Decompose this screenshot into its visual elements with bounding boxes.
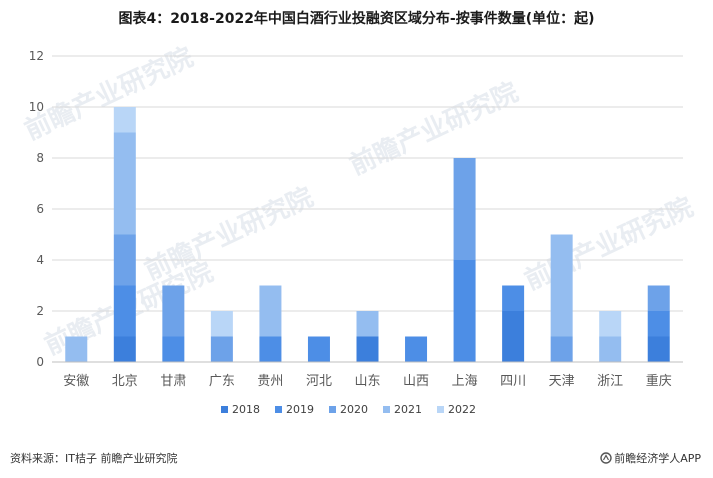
watermark-text: 前瞻产业研究院 — [20, 41, 198, 146]
bar-segment-2019 — [502, 285, 525, 311]
watermark-text: 前瞻产业研究院 — [520, 191, 698, 296]
legend-swatch — [383, 406, 390, 413]
bar-segment-2021 — [356, 311, 379, 337]
bar-segment-2021 — [65, 336, 88, 362]
bar-segment-2019 — [307, 336, 330, 362]
bars — [65, 107, 670, 362]
bar-segment-2022 — [210, 311, 233, 337]
bar-segment-2020 — [210, 336, 233, 362]
footer-brand: 前瞻经济学人APP — [600, 450, 701, 466]
x-tick-label: 重庆 — [646, 373, 672, 389]
footer-brand-text: 前瞻经济学人APP — [614, 452, 701, 465]
bar-segment-2019 — [453, 260, 476, 362]
x-tick-label: 甘肃 — [160, 374, 186, 389]
bar-segment-2020 — [550, 336, 573, 362]
gridlines — [52, 55, 683, 312]
watermark-text: 前瞻产业研究院 — [140, 181, 318, 286]
x-tick-label: 贵州 — [257, 374, 283, 389]
y-tick-label: 8 — [36, 151, 44, 165]
bar-segment-2019 — [113, 285, 136, 337]
y-axis: 0 2 4 6 8 10 12 — [29, 49, 44, 369]
bar-segment-2022 — [599, 311, 622, 337]
y-tick-label: 6 — [36, 202, 44, 216]
x-tick-label: 山东 — [354, 374, 380, 389]
legend-label: 2019 — [286, 403, 314, 416]
legend-swatch — [275, 406, 282, 413]
legend-swatch — [437, 406, 444, 413]
y-tick-label: 12 — [29, 49, 44, 63]
bar-segment-2018 — [113, 336, 136, 362]
bar-segment-2019 — [259, 336, 282, 362]
bar-segment-2018 — [647, 336, 670, 362]
legend-label: 2020 — [340, 403, 368, 416]
bar-segment-2019 — [405, 336, 428, 362]
x-tick-label: 北京 — [112, 374, 138, 389]
bar-segment-2021 — [550, 234, 573, 337]
bar-segment-2020 — [647, 285, 670, 311]
brand-logo-icon — [600, 452, 612, 464]
x-tick-label: 上海 — [452, 374, 478, 389]
chart-area: 前瞻产业研究院前瞻产业研究院前瞻产业研究院前瞻产业研究院前瞻产业研究院 0246… — [20, 41, 698, 416]
bar-segment-2020 — [113, 234, 136, 286]
x-tick-label: 山西 — [403, 374, 429, 389]
x-tick-label: 安徽 — [63, 374, 89, 389]
bar-segment-2021 — [113, 132, 136, 235]
watermark-text: 前瞻产业研究院 — [345, 76, 523, 181]
legend: 2018 2019 2020 2021 2022 — [221, 403, 476, 416]
x-tick-label: 四川 — [500, 374, 526, 389]
bar-segment-2018 — [356, 336, 379, 362]
bar-segment-2021 — [259, 285, 282, 337]
y-tick-label: 0 — [36, 355, 44, 369]
bar-segment-2022 — [113, 107, 136, 133]
bar-segment-2020 — [453, 158, 476, 260]
legend-label: 2018 — [232, 403, 260, 416]
legend-label: 2021 — [394, 403, 422, 416]
bar-segment-2020 — [162, 285, 185, 337]
y-tick-label: 2 — [36, 304, 44, 318]
x-tick-label: 广东 — [209, 374, 235, 389]
y-tick-label: 4 — [36, 253, 44, 267]
x-tick-label: 浙江 — [597, 374, 623, 389]
x-tick-label: 河北 — [306, 374, 332, 389]
footer-source: 资料来源：IT桔子 前瞻产业研究院 — [10, 452, 178, 465]
legend-label: 2022 — [448, 403, 476, 416]
bar-segment-2019 — [162, 336, 185, 362]
bar-segment-2021 — [599, 336, 622, 362]
x-axis: 安徽 北京 甘肃 广东 贵州 河北 山东 山西 上海 四川 天津 浙江 重庆 — [52, 361, 683, 389]
bar-segment-2019 — [647, 311, 670, 337]
chart-title: 图表4：2018-2022年中国白酒行业投融资区域分布-按事件数量(单位：起) — [118, 11, 595, 27]
legend-swatch — [221, 406, 228, 413]
legend-swatch — [329, 406, 336, 413]
bar-segment-2018 — [502, 311, 525, 362]
y-tick-label: 10 — [29, 100, 44, 114]
x-tick-label: 天津 — [549, 374, 575, 389]
